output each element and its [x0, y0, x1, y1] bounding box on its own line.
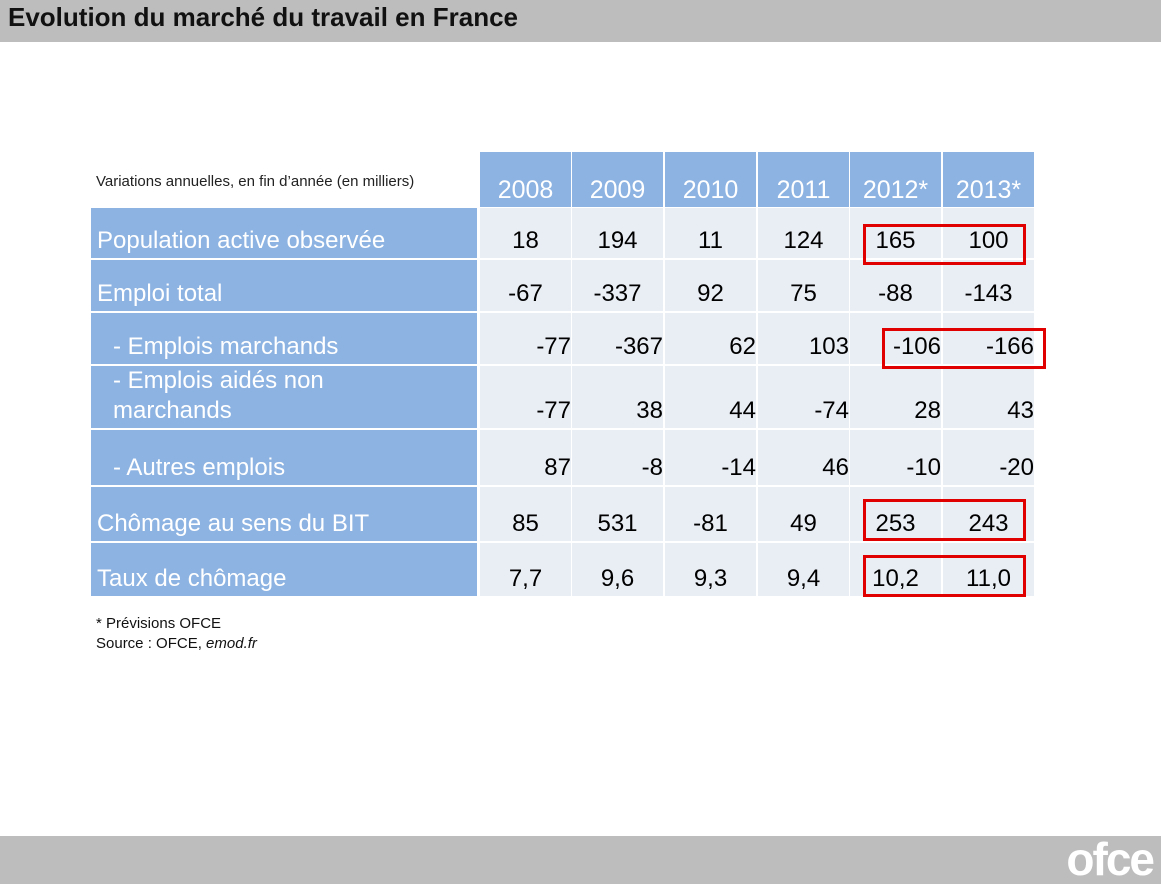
- column-header: 2013*: [943, 152, 1034, 207]
- highlight: [863, 224, 1026, 265]
- value-cell: 11,0: [943, 543, 1034, 596]
- highlight: [863, 555, 1026, 597]
- value-cell: 103: [758, 313, 849, 364]
- forecast-note: * Prévisions OFCE: [96, 615, 222, 632]
- value-cell: 9,3: [665, 543, 756, 596]
- value-cell: 11: [665, 208, 756, 258]
- column-header: 2009: [572, 152, 663, 207]
- footer-bar: [0, 836, 1161, 884]
- logo: ofce: [1066, 833, 1155, 885]
- row-label: - Emplois aidés non marchands: [91, 366, 477, 428]
- value-cell: 38: [572, 366, 663, 428]
- value-cell: -88: [850, 260, 941, 311]
- column-header: 2012*: [850, 152, 941, 207]
- value-cell: -337: [572, 260, 663, 311]
- row-label: - Emplois marchands: [91, 313, 477, 364]
- value-cell: 44: [665, 366, 756, 428]
- row-label-line: - Emplois aidés non: [113, 367, 324, 394]
- value-cell: 75: [758, 260, 849, 311]
- column-header: 2008: [480, 152, 571, 207]
- caption: Variations annuelles, en fin d’année (en…: [96, 173, 415, 190]
- notes: * Prévisions OFCE Source : OFCE, emod.fr: [96, 614, 257, 654]
- row-label: Population active observée: [91, 208, 477, 258]
- value-cell: -106: [850, 313, 941, 364]
- source: Source : OFCE,: [96, 635, 207, 652]
- value-cell: 87: [480, 430, 571, 485]
- column-header: 2010: [665, 152, 756, 207]
- value-cell: -77: [480, 366, 571, 428]
- highlight: [863, 499, 1026, 541]
- value-cell: -81: [665, 487, 756, 541]
- value-cell: 46: [758, 430, 849, 485]
- value-cell: 7,7: [480, 543, 571, 596]
- value-cell: 18: [480, 208, 571, 258]
- source-link: emod.fr: [206, 635, 257, 652]
- value-cell: -143: [943, 260, 1034, 311]
- row-label: Taux de chômage: [91, 543, 477, 596]
- value-cell: 100: [943, 208, 1034, 258]
- value-cell: 62: [665, 313, 756, 364]
- value-cell: -20: [943, 430, 1034, 485]
- value-cell: -8: [572, 430, 663, 485]
- highlight: [882, 328, 1046, 369]
- row-label: - Autres emplois: [91, 430, 477, 485]
- value-cell: -10: [850, 430, 941, 485]
- row-label: Emploi total: [91, 260, 477, 311]
- value-cell: 243: [943, 487, 1034, 541]
- value-cell: -166: [943, 313, 1034, 364]
- title: Evolution du marché du travail en France: [8, 2, 519, 32]
- value-cell: 531: [572, 487, 663, 541]
- value-cell: 92: [665, 260, 756, 311]
- value-cell: -367: [572, 313, 663, 364]
- row-label: Chômage au sens du BIT: [91, 487, 477, 541]
- column-header: 2011: [758, 152, 849, 207]
- value-cell: -77: [480, 313, 571, 364]
- row-label-line: marchands: [113, 397, 232, 424]
- title-bar: [0, 0, 1161, 42]
- value-cell: 28: [850, 366, 941, 428]
- value-cell: 43: [943, 366, 1034, 428]
- value-cell: -14: [665, 430, 756, 485]
- value-cell: 124: [758, 208, 849, 258]
- value-cell: 194: [572, 208, 663, 258]
- source-note: Source : OFCE, emod.fr: [96, 634, 257, 654]
- value-cell: 49: [758, 487, 849, 541]
- value-cell: -74: [758, 366, 849, 428]
- value-cell: -67: [480, 260, 571, 311]
- value-cell: 9,6: [572, 543, 663, 596]
- value-cell: 9,4: [758, 543, 849, 596]
- value-cell: 85: [480, 487, 571, 541]
